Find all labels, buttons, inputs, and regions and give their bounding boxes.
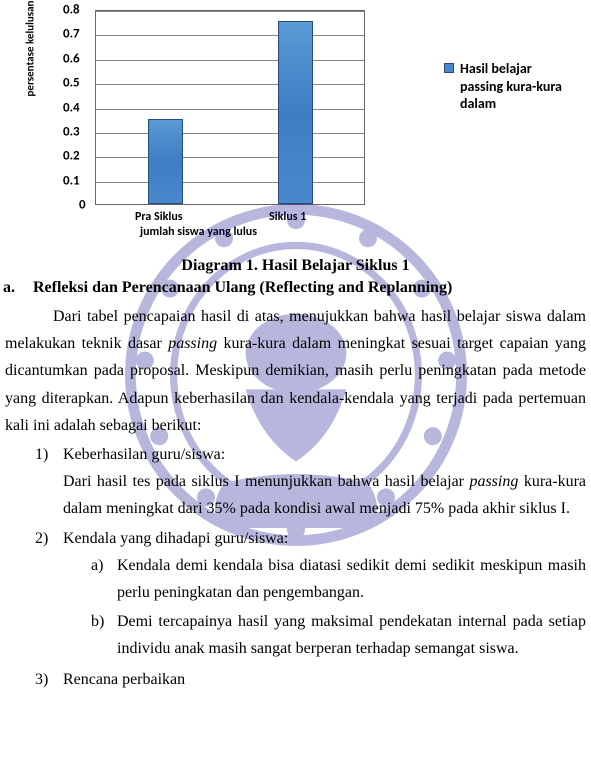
gridline [96, 133, 364, 134]
y-tick: 0.6 [63, 51, 80, 66]
section-heading: a. Refleksi dan Perencanaan Ulang (Refle… [3, 279, 586, 297]
gridline [96, 11, 364, 12]
sublist: a) Kendala demi kendala bisa diatasi sed… [63, 552, 586, 663]
paragraph: Dari tabel pencapaian hasil di atas, men… [5, 303, 586, 439]
text: Dari hasil tes pada siklus I menunjukkan… [63, 473, 469, 490]
gridline [96, 182, 364, 183]
gridline [96, 157, 364, 158]
sub-letter: b) [91, 608, 117, 662]
sub-item: b) Demi tercapainya hasil yang maksimal … [91, 608, 586, 662]
sub-item: a) Kendala demi kendala bisa diatasi sed… [91, 552, 586, 606]
list-number: 3) [35, 666, 63, 693]
text-italic: passing [469, 473, 518, 490]
legend-swatch [444, 63, 454, 73]
legend: Hasil belajar passing kura-kura dalam [444, 60, 575, 113]
list-item: 2) Kendala yang dihadapi guru/siswa: a) … [35, 525, 586, 665]
bar-siklus-1 [278, 21, 313, 204]
list-number: 1) [35, 441, 63, 523]
list-item: 3) Rencana perbaikan [35, 666, 586, 693]
y-tick: 0.1 [63, 173, 80, 188]
list-detail: Dari hasil tes pada siklus I menunjukkan… [63, 468, 586, 522]
y-tick: 0.5 [63, 76, 80, 91]
numbered-list: 1) Keberhasilan guru/siswa: Dari hasil t… [5, 441, 586, 694]
plot-area [95, 10, 365, 205]
list-item: 1) Keberhasilan guru/siswa: Dari hasil t… [35, 441, 586, 523]
heading-letter: a. [3, 279, 33, 297]
sub-text: Kendala demi kendala bisa diatasi sediki… [117, 552, 586, 606]
y-axis-label: persentase kelulusan [24, 1, 37, 97]
sub-letter: a) [91, 552, 117, 606]
y-tick: 0 [79, 198, 86, 213]
y-tick: 0.2 [63, 149, 80, 164]
gridline [96, 109, 364, 110]
heading-title: Refleksi dan Perencanaan Ulang (Reflecti… [33, 279, 452, 297]
y-tick: 0.3 [63, 124, 80, 139]
sub-text: Demi tercapainya hasil yang maksimal pen… [117, 608, 586, 662]
list-title: Keberhasilan guru/siswa: [63, 441, 586, 468]
list-number: 2) [35, 525, 63, 665]
list-title: Rencana perbaikan [63, 666, 586, 693]
y-tick: 0.8 [63, 3, 80, 18]
gridline [96, 35, 364, 36]
legend-text: Hasil belajar passing kura-kura dalam [460, 60, 575, 113]
chart-caption: Diagram 1. Hasil Belajar Siklus 1 [5, 257, 586, 275]
list-title: Kendala yang dihadapi guru/siswa: [63, 525, 586, 552]
y-tick: 0.4 [63, 100, 80, 115]
y-tick: 0.7 [63, 27, 80, 42]
gridline [96, 60, 364, 61]
text-italic: passing [168, 335, 217, 352]
gridline [96, 84, 364, 85]
bar-pra-siklus [148, 119, 183, 204]
